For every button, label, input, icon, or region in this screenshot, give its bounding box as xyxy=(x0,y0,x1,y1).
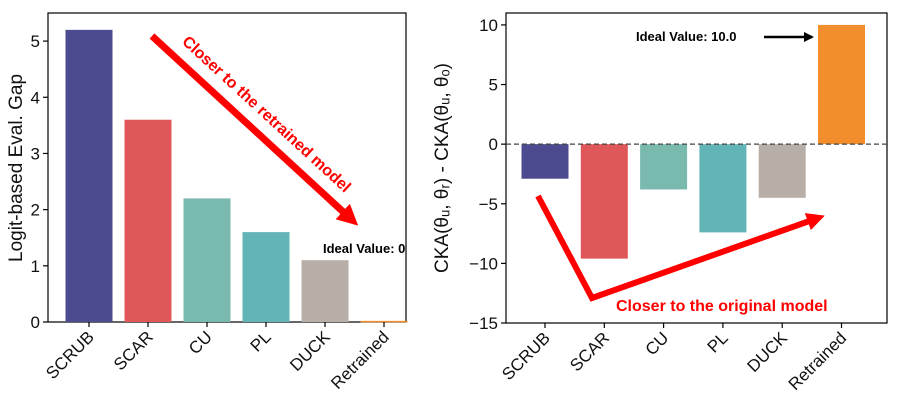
left-x-tick-label-scrub: SCRUB xyxy=(42,327,98,383)
left-y-tick-label: 2 xyxy=(31,201,40,220)
left-bars xyxy=(65,29,408,323)
right-y-tick-label: 5 xyxy=(489,76,498,95)
left-x-tick-label-duck: DUCK xyxy=(286,327,334,375)
right-bar-cu xyxy=(640,144,688,190)
right-x-tick-label-cu: CU xyxy=(642,328,673,359)
left-y-tick-label: 1 xyxy=(31,257,40,276)
right-x-tick-label-pl: PL xyxy=(704,328,732,356)
right-y-ticks: −15 −10 −5 0 5 10 xyxy=(469,16,506,333)
right-bar-pl xyxy=(699,144,747,233)
left-x-tick-label-scar: SCAR xyxy=(110,327,157,374)
right-x-tick-label-retrained: Retrained xyxy=(785,328,851,394)
right-trend-arrow xyxy=(535,194,825,302)
right-bar-retrained xyxy=(818,24,865,145)
right-y-axis-label: CKA(θᵤ, θᵣ) - CKA(θᵤ, θₒ) xyxy=(432,63,453,273)
left-y-tick-label: 3 xyxy=(31,144,40,163)
left-y-tick-label: 5 xyxy=(31,32,40,51)
right-plot-frame xyxy=(505,12,888,324)
left-arrow-label: Closer to the retrained model xyxy=(178,33,353,196)
right-bar-duck xyxy=(758,144,806,198)
right-arrow-label: Closer to the original model xyxy=(616,298,828,315)
left-y-tick-label: 0 xyxy=(31,313,40,332)
left-trend-arrow xyxy=(149,33,359,226)
left-bar-pl xyxy=(242,232,290,322)
right-y-tick-label: −15 xyxy=(469,314,498,333)
right-bars xyxy=(521,24,865,259)
left-bar-duck xyxy=(301,260,349,322)
right-x-tick-label-scrub: SCRUB xyxy=(498,328,554,384)
left-bar-scrub xyxy=(65,29,113,322)
left-ideal-value-label: Ideal Value: 0 xyxy=(323,241,405,256)
left-x-tick-label-pl: PL xyxy=(247,327,275,355)
left-bar-cu xyxy=(183,198,231,322)
left-y-ticks: 0 1 2 3 4 5 xyxy=(31,32,48,332)
left-y-tick-label: 4 xyxy=(31,88,40,107)
right-y-tick-label: 0 xyxy=(489,135,498,154)
right-x-tick-label-duck: DUCK xyxy=(744,328,792,376)
right-ideal-value-label: Ideal Value: 10.0 xyxy=(636,29,736,44)
right-y-tick-label: −10 xyxy=(469,254,498,273)
left-x-tick-label-retrained: Retrained xyxy=(327,327,393,393)
left-x-tick-label-cu: CU xyxy=(185,327,216,358)
left-y-axis-label: Logit-based Eval. Gap xyxy=(6,74,27,262)
right-bar-scrub xyxy=(521,144,569,179)
left-bar-scar xyxy=(124,119,172,322)
left-bar-retrained xyxy=(360,320,408,323)
right-y-tick-label: −5 xyxy=(479,195,498,214)
right-bar-scar xyxy=(580,144,628,259)
right-x-tick-label-scar: SCAR xyxy=(566,328,613,375)
right-y-tick-label: 10 xyxy=(479,16,498,35)
